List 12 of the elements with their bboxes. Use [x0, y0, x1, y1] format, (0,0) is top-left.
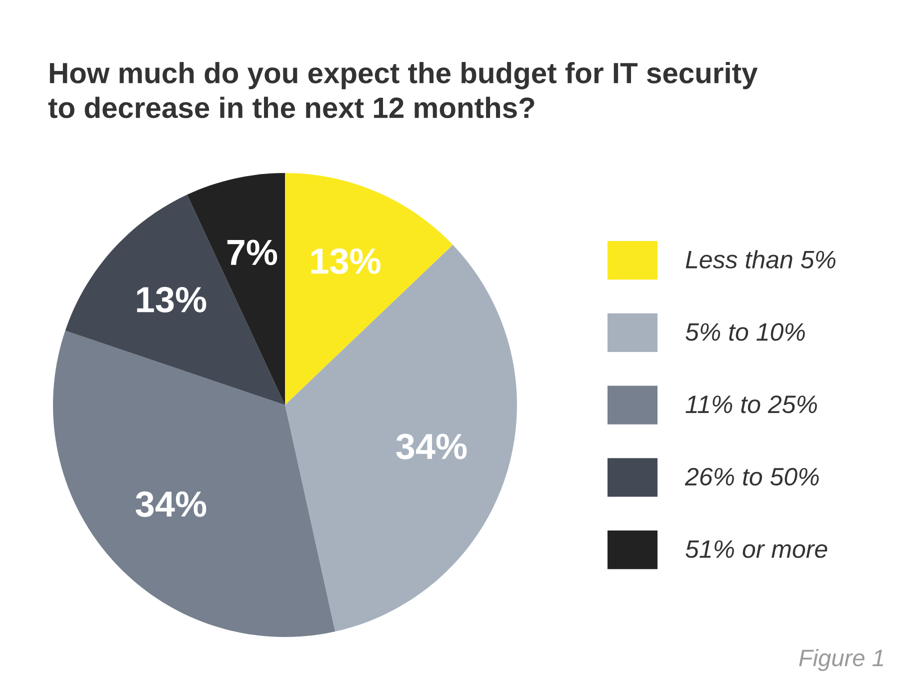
data-label: 34%	[136, 491, 206, 517]
legend-label: 11% to 25%	[686, 395, 817, 414]
legend-label: 26% to 50%	[684, 468, 819, 486]
legend-label: 5% to 10%	[686, 323, 805, 341]
legend-label: Less than 5%	[686, 250, 836, 268]
chart-title: How much do you expect the budget for IT security to decrease in the next 12 months?	[48, 62, 758, 118]
data-label: 13%	[137, 286, 206, 313]
data-label: 13%	[311, 248, 380, 274]
legend-label: 51% or more	[686, 540, 828, 558]
caption: Figure 1	[799, 648, 884, 672]
data-label: 34%	[396, 434, 467, 460]
data-label: 7%	[227, 240, 278, 266]
